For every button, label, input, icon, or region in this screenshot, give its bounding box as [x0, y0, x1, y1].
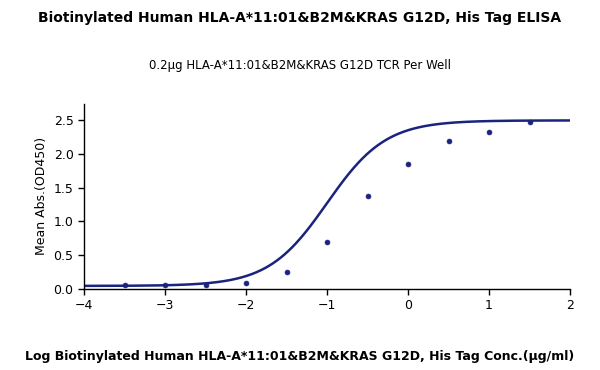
- Y-axis label: Mean Abs.(OD450): Mean Abs.(OD450): [35, 137, 48, 255]
- Text: 0.2μg HLA-A*11:01&B2M&KRAS G12D TCR Per Well: 0.2μg HLA-A*11:01&B2M&KRAS G12D TCR Per …: [149, 59, 451, 72]
- Text: Biotinylated Human HLA-A*11:01&B2M&KRAS G12D, His Tag ELISA: Biotinylated Human HLA-A*11:01&B2M&KRAS …: [38, 11, 562, 25]
- Text: Log Biotinylated Human HLA-A*11:01&B2M&KRAS G12D, His Tag Conc.(μg/ml): Log Biotinylated Human HLA-A*11:01&B2M&K…: [25, 350, 575, 363]
